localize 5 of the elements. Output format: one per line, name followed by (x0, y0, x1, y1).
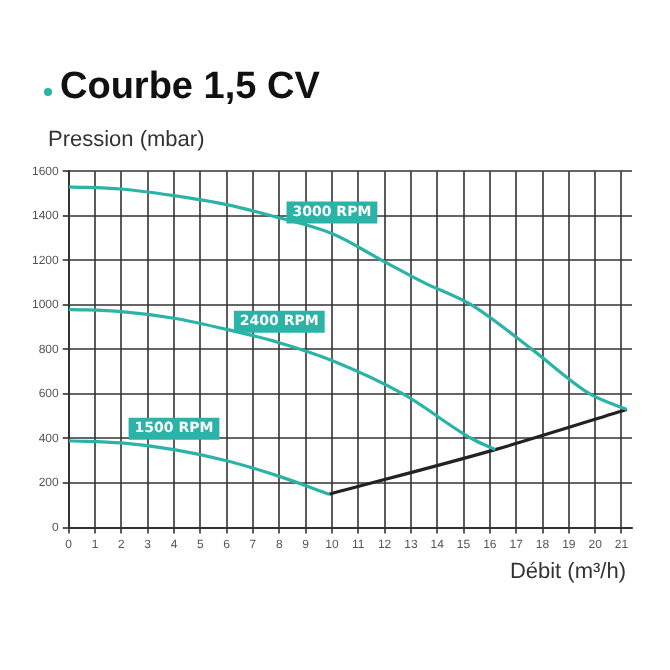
line-series (68, 185, 629, 412)
y-axis-title: Pression (mbar) (48, 128, 205, 152)
line-series (68, 307, 497, 452)
x-axis-title: Débit (m³/h) (509, 560, 626, 584)
chart-title: Courbe 1,5 CV (60, 66, 320, 110)
